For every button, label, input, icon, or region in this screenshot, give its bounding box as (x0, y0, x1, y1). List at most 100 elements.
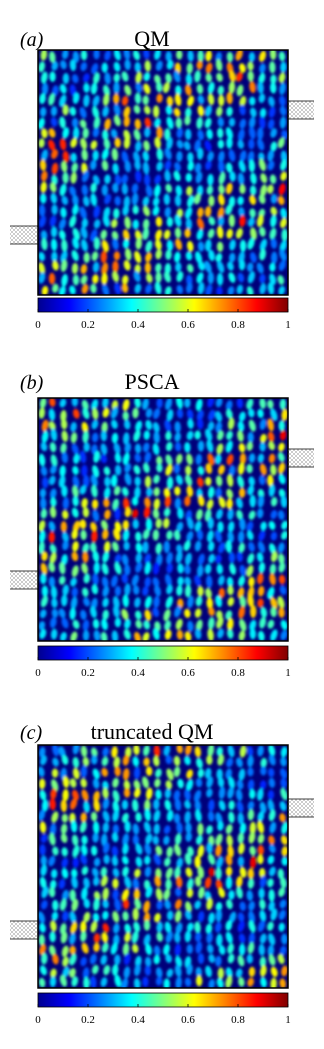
speckle (215, 253, 223, 263)
speckle (93, 629, 101, 641)
speckle (279, 800, 287, 812)
speckle (174, 899, 182, 910)
speckle (59, 83, 67, 94)
speckle (258, 530, 266, 542)
speckle (82, 507, 90, 518)
speckle (166, 137, 173, 150)
speckle (257, 573, 264, 585)
speckle (239, 453, 247, 465)
speckle (237, 530, 245, 543)
speckle (134, 398, 141, 408)
speckle (69, 945, 76, 955)
speckle (250, 605, 257, 619)
speckle (41, 430, 49, 443)
speckle (228, 890, 235, 900)
speckle (72, 845, 80, 858)
speckle (110, 406, 119, 419)
speckle (206, 530, 214, 543)
speckle (258, 630, 265, 641)
speckle (81, 184, 89, 196)
speckle (174, 833, 182, 845)
speckle (80, 765, 88, 778)
speckle (110, 942, 118, 955)
speckle (260, 521, 267, 531)
speckle (174, 798, 182, 811)
speckle (101, 576, 109, 588)
speckle (60, 250, 68, 263)
speckle (207, 453, 215, 466)
speckle (280, 835, 288, 846)
speckle (278, 442, 285, 452)
speckle (228, 252, 236, 263)
speckle (164, 128, 171, 141)
speckle (177, 563, 184, 574)
speckle (174, 251, 181, 263)
speckle (239, 517, 246, 531)
speckle (280, 746, 288, 758)
speckle (269, 174, 277, 184)
speckle (268, 844, 276, 854)
speckle (93, 450, 101, 463)
colorbar-tick-label: 0.2 (81, 667, 95, 679)
speckle (270, 128, 278, 138)
speckle (239, 901, 246, 912)
speckle (60, 419, 68, 430)
speckle (121, 150, 129, 164)
speckle (257, 598, 264, 608)
speckle (176, 629, 184, 640)
speckle (122, 866, 129, 877)
speckle (122, 911, 129, 922)
speckle (102, 842, 110, 854)
speckle (62, 966, 70, 978)
speckle (280, 630, 288, 641)
speckle (227, 845, 234, 858)
speckle (281, 856, 288, 866)
speckle (174, 497, 182, 510)
speckle (249, 855, 257, 869)
speckle (280, 787, 288, 801)
speckle (267, 160, 275, 171)
speckle (100, 631, 108, 641)
speckle (145, 517, 153, 531)
speckle (71, 529, 78, 540)
speckle (173, 463, 181, 474)
speckle (165, 454, 173, 466)
speckle (72, 92, 80, 104)
speckle (279, 430, 287, 441)
speckle (258, 93, 266, 103)
speckle (49, 976, 57, 988)
speckle (62, 510, 69, 520)
speckle (38, 541, 45, 555)
colorbar-tick-label: 0.2 (81, 319, 95, 331)
speckle (204, 206, 212, 218)
speckle (103, 498, 110, 508)
speckle (205, 50, 212, 62)
speckle (269, 82, 277, 94)
colorbar-tick-label: 1 (285, 319, 291, 331)
speckle (226, 51, 234, 63)
speckle (174, 432, 181, 442)
speckle (49, 398, 56, 407)
speckle (277, 542, 285, 554)
speckle (216, 286, 223, 295)
speckle (110, 129, 118, 139)
speckle (49, 798, 56, 811)
speckle (184, 228, 191, 238)
speckle (204, 117, 212, 129)
speckle (228, 149, 236, 162)
speckle (215, 879, 223, 890)
speckle (236, 551, 243, 563)
speckle (71, 868, 78, 878)
speckle (49, 945, 56, 956)
speckle (59, 94, 67, 108)
speckle (61, 273, 68, 287)
speckle (145, 252, 152, 263)
speckle (237, 196, 244, 206)
speckle (79, 119, 87, 129)
speckle (228, 776, 235, 789)
speckle (277, 868, 285, 880)
speckle (268, 484, 276, 497)
speckle (141, 776, 149, 789)
speckle (100, 867, 108, 877)
speckle (80, 844, 88, 856)
